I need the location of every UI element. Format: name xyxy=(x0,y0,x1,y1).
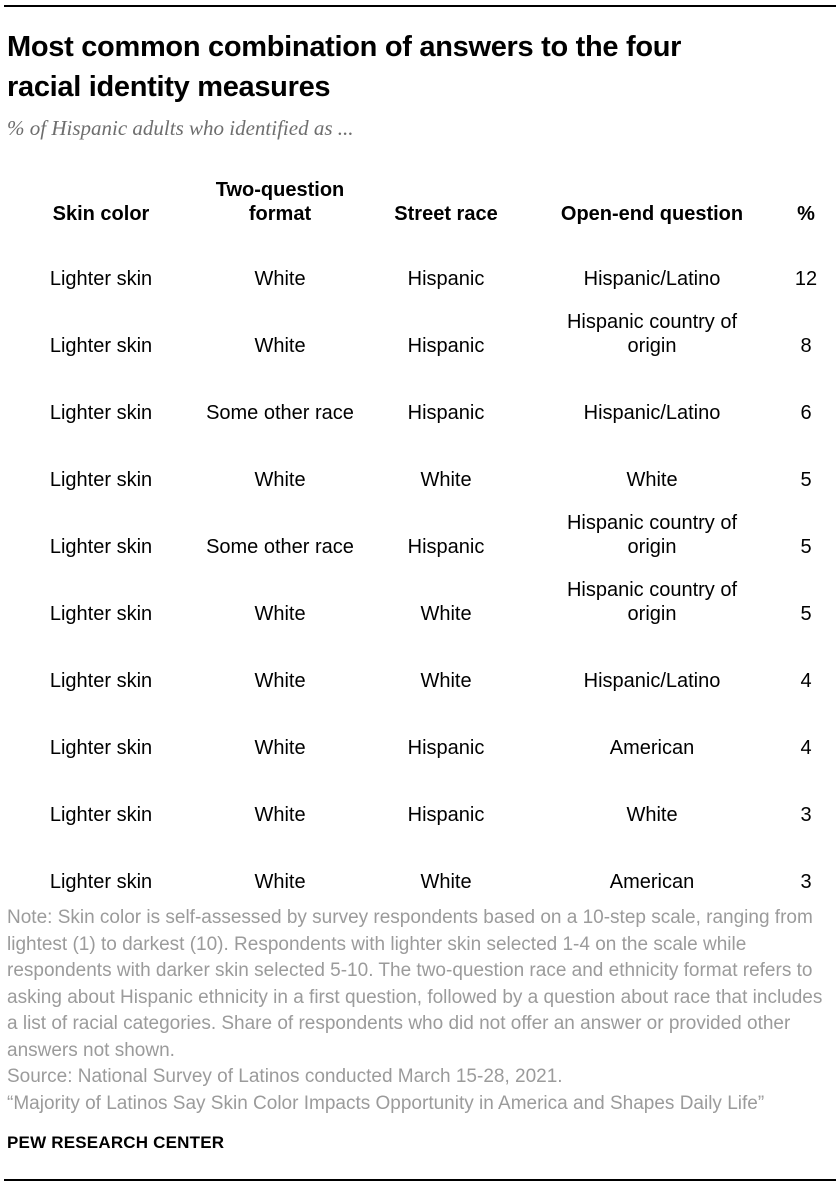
note-text: Note: Skin color is self-assessed by sur… xyxy=(7,907,823,1061)
table-row: Lighter skin White Hispanic Hispanic/Lat… xyxy=(7,229,835,296)
cell-two-question: White xyxy=(254,469,306,491)
cell-street-race: White xyxy=(420,469,472,491)
cell-street-race: White xyxy=(420,670,472,692)
report-title-text: “Majority of Latinos Say Skin Color Impa… xyxy=(7,1092,765,1114)
cell-skin-color: Lighter skin xyxy=(49,804,153,826)
cell-skin-color: Lighter skin xyxy=(49,402,153,424)
cell-skin-color: Lighter skin xyxy=(49,536,153,558)
column-header-street-race: Street race xyxy=(394,203,498,225)
cell-open-end: Hispanic/Latino xyxy=(583,670,721,692)
cell-two-question: Some other race xyxy=(206,536,354,558)
cell-percent: 8 xyxy=(800,335,812,357)
cell-open-end: White xyxy=(626,804,678,826)
page-subtitle: % of Hispanic adults who identified as .… xyxy=(7,116,354,140)
cell-percent: 12 xyxy=(794,268,818,290)
column-header-two-question-format: Two-question format xyxy=(215,179,345,225)
table-row: Lighter skin White Hispanic Hispanic cou… xyxy=(7,296,835,363)
table-body: Lighter skin White Hispanic Hispanic/Lat… xyxy=(7,229,835,899)
cell-street-race: White xyxy=(420,871,472,893)
cell-skin-color: Lighter skin xyxy=(49,335,153,357)
column-header-skin-color: Skin color xyxy=(52,203,150,225)
cell-two-question: White xyxy=(254,603,306,625)
cell-open-end: Hispanic country of origin xyxy=(566,579,738,625)
cell-skin-color: Lighter skin xyxy=(49,737,153,759)
table-row: Lighter skin White White Hispanic countr… xyxy=(7,564,835,631)
racial-identity-table: Skin color Two-question format Street ra… xyxy=(7,157,835,899)
footnotes: Note: Skin color is self-assessed by sur… xyxy=(7,905,830,1117)
cell-percent: 3 xyxy=(800,871,812,893)
cell-open-end: White xyxy=(626,469,678,491)
figure-container: Most common combination of answers to th… xyxy=(0,27,840,1153)
cell-percent: 5 xyxy=(800,469,812,491)
table-row: Lighter skin White White Hispanic/Latino… xyxy=(7,631,835,698)
cell-skin-color: Lighter skin xyxy=(49,670,153,692)
cell-open-end: American xyxy=(609,737,695,759)
cell-skin-color: Lighter skin xyxy=(49,871,153,893)
cell-two-question: White xyxy=(254,737,306,759)
bottom-rule xyxy=(4,1179,836,1181)
cell-open-end: Hispanic/Latino xyxy=(583,402,721,424)
cell-two-question: White xyxy=(254,871,306,893)
source-text: Source: National Survey of Latinos condu… xyxy=(7,1066,563,1087)
cell-percent: 5 xyxy=(800,603,812,625)
cell-percent: 4 xyxy=(800,670,812,692)
cell-two-question: White xyxy=(254,268,306,290)
cell-two-question: White xyxy=(254,804,306,826)
table-header: Skin color Two-question format Street ra… xyxy=(7,157,835,229)
cell-percent: 4 xyxy=(800,737,812,759)
cell-two-question: Some other race xyxy=(206,402,354,424)
table-row: Lighter skin Some other race Hispanic Hi… xyxy=(7,497,835,564)
cell-street-race: Hispanic xyxy=(407,268,485,290)
cell-street-race: Hispanic xyxy=(407,737,485,759)
cell-open-end: Hispanic/Latino xyxy=(583,268,721,290)
table-row: Lighter skin White White American 3 xyxy=(7,832,835,899)
cell-street-race: Hispanic xyxy=(407,804,485,826)
cell-percent: 5 xyxy=(800,536,812,558)
cell-percent: 6 xyxy=(800,402,812,424)
page-title: Most common combination of answers to th… xyxy=(7,31,682,103)
table-row: Lighter skin White Hispanic American 4 xyxy=(7,698,835,765)
cell-skin-color: Lighter skin xyxy=(49,469,153,491)
cell-street-race: Hispanic xyxy=(407,536,485,558)
cell-street-race: Hispanic xyxy=(407,402,485,424)
cell-street-race: Hispanic xyxy=(407,335,485,357)
cell-skin-color: Lighter skin xyxy=(49,603,153,625)
table-row: Lighter skin Some other race Hispanic Hi… xyxy=(7,363,835,430)
pew-research-center-wordmark: PEW RESEARCH CENTER xyxy=(7,1133,225,1152)
column-header-open-end-question: Open-end question xyxy=(560,203,744,225)
cell-open-end: Hispanic country of origin xyxy=(566,512,738,558)
table-header-row: Skin color Two-question format Street ra… xyxy=(7,157,835,229)
cell-skin-color: Lighter skin xyxy=(49,268,153,290)
table-row: Lighter skin White White White 5 xyxy=(7,430,835,497)
top-rule xyxy=(4,5,836,7)
cell-street-race: White xyxy=(420,603,472,625)
cell-two-question: White xyxy=(254,335,306,357)
cell-open-end: Hispanic country of origin xyxy=(566,311,738,357)
column-header-percent: % xyxy=(797,203,815,225)
table-row: Lighter skin White Hispanic White 3 xyxy=(7,765,835,832)
cell-open-end: American xyxy=(609,871,695,893)
cell-two-question: White xyxy=(254,670,306,692)
cell-percent: 3 xyxy=(800,804,812,826)
